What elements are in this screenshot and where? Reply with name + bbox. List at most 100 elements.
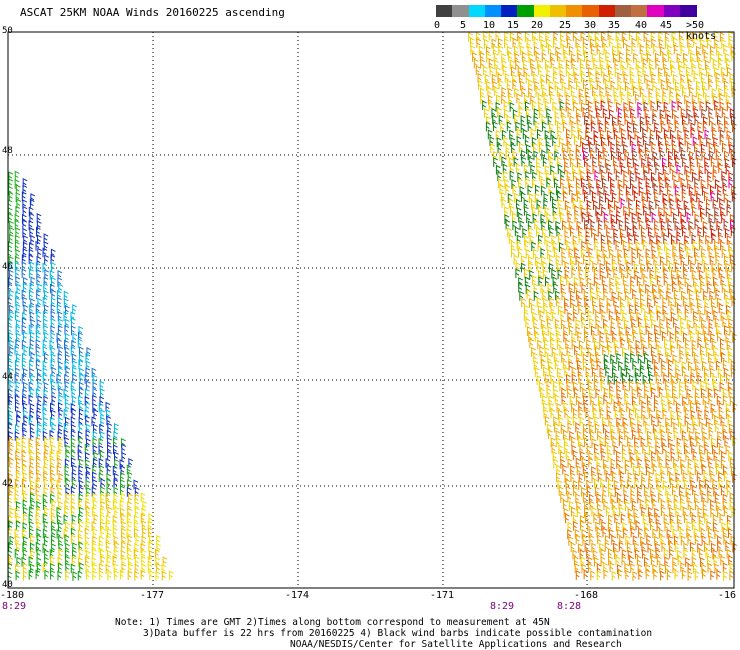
wind-barb [690,164,695,174]
wind-barb [672,74,678,84]
wind-barb [85,500,90,511]
wind-barb [548,395,554,406]
wind-barb [632,571,638,581]
wind-barb [84,374,90,384]
wind-barb [21,478,27,489]
wind-barb [595,319,601,329]
wind-barb [113,563,119,574]
wind-barb [666,388,671,398]
wind-barb [628,233,634,244]
wind-barb [21,324,27,335]
wind-barb [547,360,553,371]
wind-barb [663,373,669,384]
wind-barb [609,205,615,216]
wind-barb [666,317,672,328]
wind-barb [57,492,63,503]
wind-barb [671,485,677,496]
wind-barb [612,52,618,63]
wind-barb [544,206,550,217]
wind-barb [567,178,573,189]
wind-barb [530,199,536,210]
wind-barb [724,324,729,335]
wind-barb [71,395,77,406]
wind-barb [604,122,610,132]
wind-barb [35,359,41,370]
wind-barb [49,450,55,461]
wind-barb [612,367,617,378]
wind-barb [536,297,542,307]
wind-barb [662,192,668,203]
wind-barb [14,430,20,441]
wind-barb [509,32,515,42]
wind-barb [64,436,70,447]
wind-barb [676,52,682,63]
wind-barb [99,423,104,434]
wind-barb [617,423,623,434]
wind-barb [36,310,42,321]
wind-barb [608,416,614,427]
wind-barb [695,431,700,441]
wind-barb [670,345,676,356]
wind-barb [703,262,709,272]
wind-barb [541,220,547,231]
wind-barb [603,290,609,301]
wind-barb [652,499,658,510]
wind-barb [617,317,623,328]
wind-barb [572,235,578,245]
wind-barb [585,122,591,133]
wind-barb [14,508,20,518]
wind-barb [29,534,35,545]
wind-barb [133,521,139,532]
wind-barb [614,94,620,105]
wind-barb [162,556,168,567]
wind-barb [628,304,634,314]
wind-barb [721,521,727,532]
wind-barb [656,310,662,321]
wind-barb [620,164,626,175]
wind-barb [669,163,675,174]
wind-barb [536,226,541,237]
wind-barb [542,290,547,301]
wind-barb [634,270,640,280]
wind-barb [712,268,718,279]
wind-barb [589,255,595,266]
wind-barb [9,380,15,391]
wind-barb [694,114,700,125]
wind-barb [698,417,704,427]
wind-barb [42,360,48,371]
wind-barb [512,184,518,195]
wind-barb [670,65,676,76]
wind-barb [64,465,70,476]
wind-barb [51,527,57,538]
wind-barb [684,241,690,251]
wind-barb [722,359,728,370]
wind-barb [652,114,658,125]
wind-barb [674,261,680,272]
wind-barb [64,472,70,483]
wind-barb [623,485,629,496]
wind-barb [714,415,719,426]
wind-barb [713,30,719,41]
wind-barb [708,325,714,336]
wind-barb [714,529,720,539]
wind-barb [715,72,721,83]
wind-barb [638,569,644,580]
wind-barb [21,556,27,567]
wind-barb [21,359,27,370]
wind-barb [585,262,591,273]
wind-barb [728,38,734,49]
wind-barb [50,317,56,328]
wind-barb [603,212,609,223]
wind-barb [72,542,77,553]
wind-barb [522,129,528,139]
wind-barb [613,129,619,140]
lat-label-40: 40 [2,580,13,590]
wind-barb [699,345,705,356]
wind-barb [543,366,548,377]
wind-barb [504,72,510,83]
wind-barb [647,359,652,370]
wind-barb [715,254,721,265]
wind-barb [708,247,714,258]
wind-barb [560,170,566,181]
wind-barb [629,408,634,419]
